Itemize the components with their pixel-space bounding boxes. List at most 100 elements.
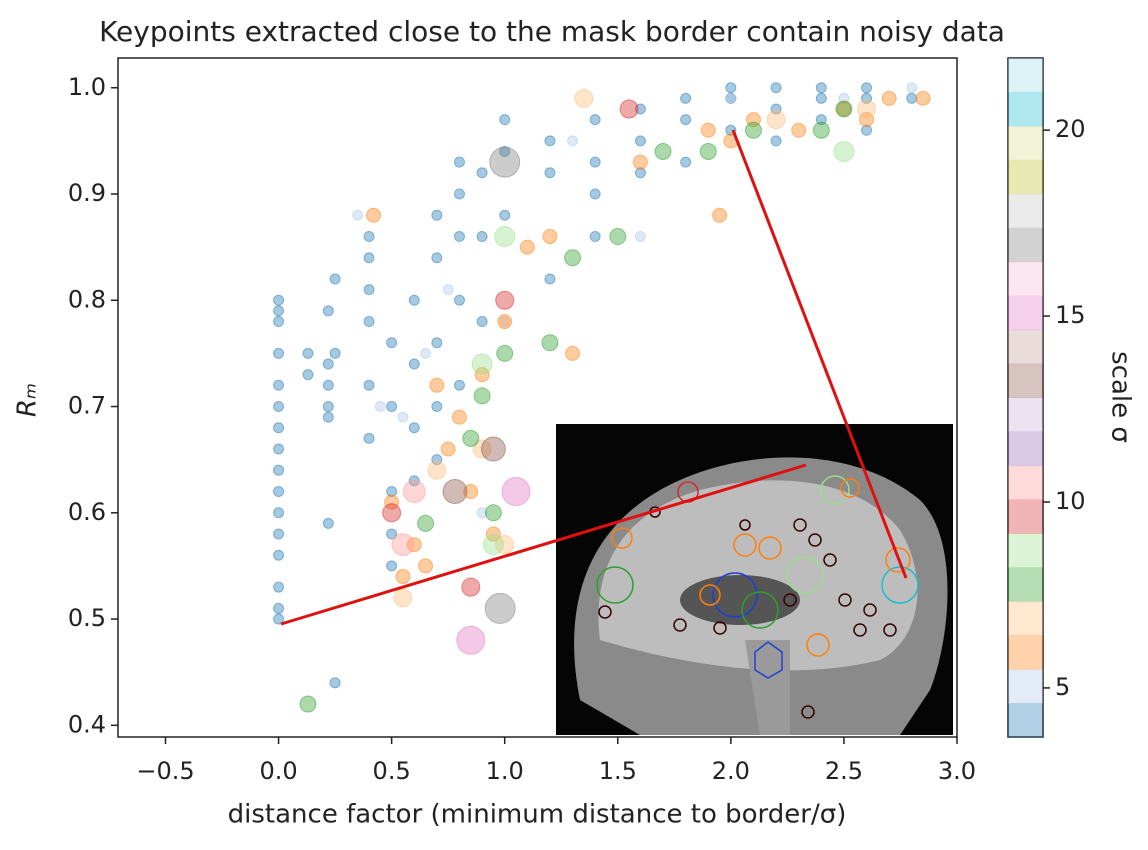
point — [322, 517, 334, 529]
point — [453, 231, 465, 243]
colorbar-band — [1008, 601, 1043, 636]
point — [680, 114, 692, 126]
colorbar-band — [1008, 567, 1043, 602]
point — [791, 122, 807, 138]
point — [815, 92, 827, 104]
y-tick-label: 1.0 — [68, 73, 106, 101]
point — [329, 677, 341, 689]
point — [273, 305, 285, 317]
colorbar-band — [1008, 91, 1043, 127]
point — [471, 353, 493, 375]
point — [906, 92, 918, 104]
x-axis-label: distance factor (minimum distance to bor… — [228, 800, 847, 830]
point — [725, 82, 737, 94]
point — [861, 92, 873, 104]
point — [881, 90, 897, 106]
point — [299, 695, 317, 713]
point — [654, 143, 672, 161]
colorbar-band — [1008, 261, 1043, 297]
x-tick-label: 0.0 — [259, 757, 297, 785]
point — [501, 477, 531, 507]
point — [497, 314, 513, 330]
point — [499, 146, 511, 158]
point — [273, 316, 285, 328]
x-tick-label: 2.5 — [825, 757, 863, 785]
point — [838, 92, 850, 104]
point — [589, 231, 601, 243]
point — [541, 334, 559, 352]
colorbar-band — [1008, 159, 1043, 195]
point — [589, 156, 601, 168]
point — [589, 188, 601, 200]
point — [542, 229, 558, 245]
y-tick-label: 0.5 — [68, 604, 106, 632]
x-tick-label: 1.0 — [486, 757, 524, 785]
point — [431, 252, 443, 264]
plot-frame — [117, 57, 958, 738]
colorbar-band — [1008, 363, 1043, 398]
point — [495, 290, 515, 310]
point — [363, 432, 375, 444]
point — [408, 422, 420, 434]
brain — [598, 480, 918, 671]
point — [329, 273, 341, 285]
point — [273, 507, 285, 519]
point — [906, 82, 918, 94]
point — [476, 167, 488, 179]
point — [363, 379, 375, 391]
point — [382, 503, 402, 523]
colorbar-label: scale σ — [1106, 351, 1136, 443]
point — [322, 411, 334, 423]
point — [363, 284, 375, 296]
point — [363, 316, 375, 328]
colorbar-band — [1008, 329, 1043, 365]
point — [302, 347, 314, 359]
point — [302, 369, 314, 381]
point — [453, 379, 465, 391]
point — [462, 429, 480, 447]
colorbar-band — [1008, 431, 1043, 466]
point — [859, 112, 875, 128]
point — [456, 625, 486, 655]
point — [494, 226, 516, 248]
point — [544, 167, 556, 179]
point — [770, 103, 782, 115]
point — [363, 231, 375, 243]
colorbar-band — [1008, 669, 1043, 704]
point — [391, 533, 415, 557]
colorbar-band — [1008, 635, 1043, 670]
y-tick-label: 0.8 — [68, 285, 106, 313]
point — [431, 454, 443, 466]
y-tick-label: 0.6 — [68, 498, 106, 526]
point — [473, 387, 491, 405]
colorbar-band — [1008, 295, 1043, 331]
colorbar-band — [1008, 125, 1043, 161]
point — [329, 347, 341, 359]
point — [480, 436, 506, 462]
point — [472, 439, 492, 459]
point — [712, 207, 728, 223]
point — [544, 135, 556, 147]
point — [632, 154, 648, 170]
point — [861, 82, 873, 94]
point — [461, 577, 481, 597]
point — [322, 379, 334, 391]
x-tick-label: 2.0 — [712, 757, 750, 785]
point — [609, 228, 627, 246]
point — [442, 284, 454, 296]
point — [700, 122, 716, 138]
point — [835, 100, 853, 118]
point — [273, 379, 285, 391]
colorbar-tick-label: 5 — [1055, 673, 1070, 701]
keypoint-circles — [596, 475, 919, 719]
point — [489, 146, 521, 178]
point — [495, 535, 515, 555]
point — [544, 273, 556, 285]
colorbar-tick-label: 20 — [1055, 115, 1086, 143]
point — [699, 143, 717, 161]
point — [680, 156, 692, 168]
point — [861, 124, 873, 136]
point — [427, 460, 447, 480]
point — [322, 401, 334, 413]
